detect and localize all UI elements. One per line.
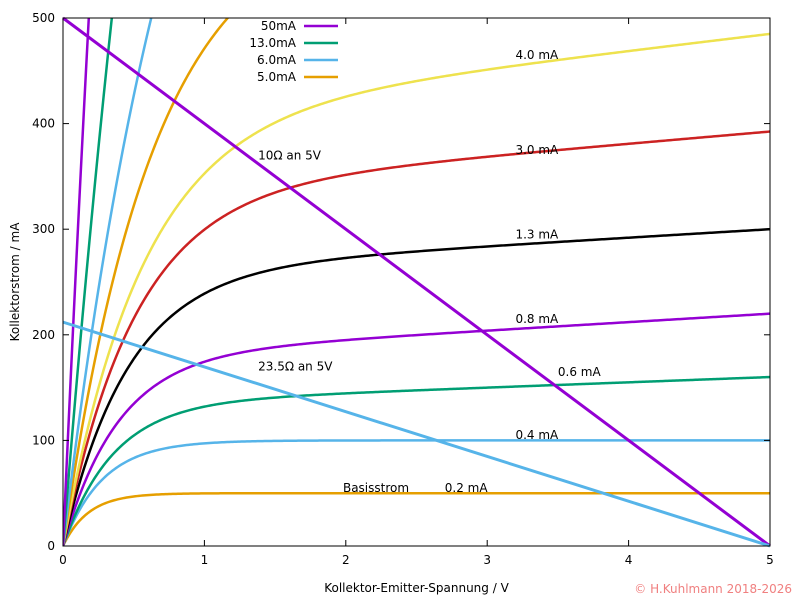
- copyright-notice: © H.Kuhlmann 2018-2026: [634, 582, 792, 596]
- annotation-label: 1.3 mA: [515, 227, 559, 241]
- curve-0_8mA: [63, 312, 770, 546]
- y-tick-label: 300: [32, 222, 55, 236]
- y-tick-label: 400: [32, 117, 55, 131]
- load-lines-layer: [62, 16, 771, 548]
- x-tick-label: 3: [483, 553, 491, 567]
- y-tick-label: 100: [32, 433, 55, 447]
- annotation-label: 0.4 mA: [515, 428, 559, 442]
- x-tick-label: 2: [342, 553, 350, 567]
- ticks-layer: 0 1 2 3 4 5 0 100 200 300 400 500: [32, 11, 774, 567]
- load-line-1: [62, 16, 771, 548]
- curve-0_2mA: [63, 491, 770, 546]
- plot-frame: [62, 17, 771, 547]
- curve-1_3mA: [63, 227, 770, 546]
- curve-0_6mA: [63, 375, 770, 546]
- y-tick-label: 0: [47, 539, 55, 553]
- load-line-2: [62, 320, 771, 548]
- legend-label: 13.0mA: [249, 36, 296, 50]
- curve-4_0mA: [63, 32, 770, 546]
- y-tick-label: 500: [32, 11, 55, 25]
- annotation-label: 4.0 mA: [515, 48, 559, 62]
- y-tick-label: 200: [32, 328, 55, 342]
- annotation-label: 10Ω an 5V: [258, 148, 322, 162]
- annotation-label: 23.5Ω an 5V: [258, 359, 333, 373]
- legend: 50mA 13.0mA 6.0mA 5.0mA: [249, 19, 338, 84]
- x-tick-label: 1: [201, 553, 209, 567]
- legend-label: 5.0mA: [257, 70, 297, 84]
- x-axis-label: Kollektor-Emitter-Spannung / V: [324, 581, 509, 595]
- curve-3_0mA: [63, 130, 770, 546]
- x-tick-label: 4: [625, 553, 633, 567]
- annotation-label: 0.2 mA: [445, 481, 489, 495]
- y-axis-label: Kollektorstrom / mA: [8, 222, 22, 342]
- x-tick-label: 5: [766, 553, 774, 567]
- curve-5_0mA: [63, 18, 230, 546]
- annotation-label: 3.0 mA: [515, 143, 559, 157]
- curve-0_4mA: [63, 439, 770, 546]
- annotation-label: 0.6 mA: [558, 365, 602, 379]
- legend-label: 50mA: [261, 19, 297, 33]
- legend-label: 6.0mA: [257, 53, 297, 67]
- annotation-label: 0.8 mA: [515, 312, 559, 326]
- curves-layer: [63, 18, 770, 546]
- annotation-label: Basisstrom: [343, 481, 409, 495]
- annotation-layer: 4.0 mA 3.0 mA 1.3 mA 0.8 mA 0.6 mA 0.4 mA 0.2 …: [258, 48, 601, 495]
- x-tick-label: 0: [59, 553, 67, 567]
